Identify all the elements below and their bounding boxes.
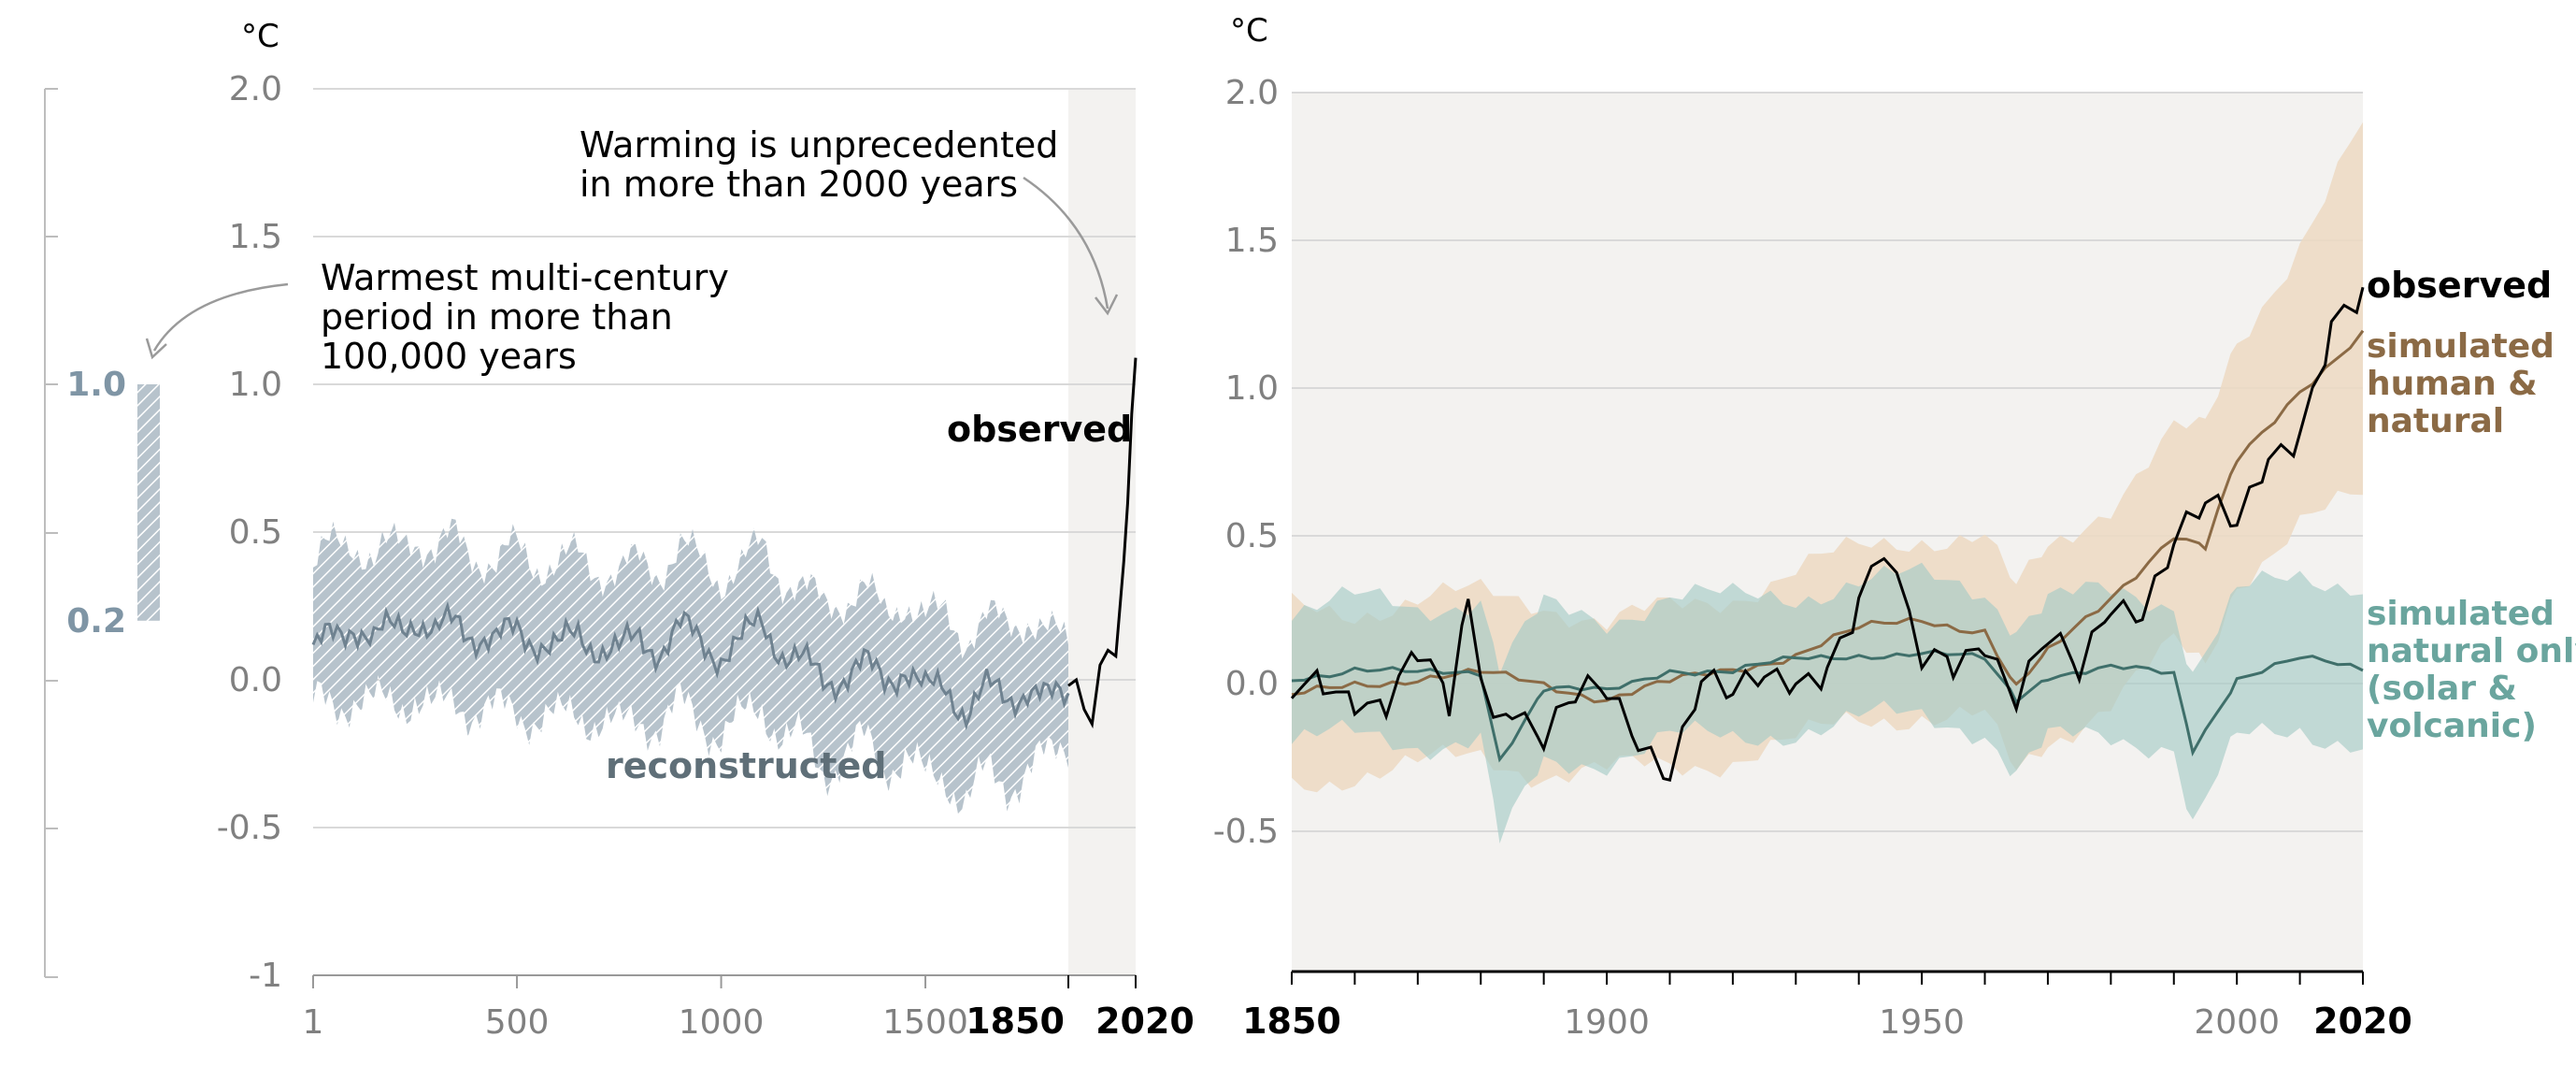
natural-only-uncertainty-band xyxy=(1292,562,2363,843)
annotation-warmest-arrowhead xyxy=(145,338,167,360)
reconstructed-series-line xyxy=(311,600,1070,731)
left-unit-label: °C xyxy=(241,18,279,55)
observed-label-left: observed xyxy=(947,409,1132,450)
left-x-tick-label-bold: 2020 xyxy=(1095,1001,1195,1042)
natural-label-line-2: natural only xyxy=(2367,632,2576,670)
annotation-warmest-arrow xyxy=(152,282,289,352)
annotation-warmest-line-2: period in more than xyxy=(321,296,673,338)
left-panel: 2.01.51.00.50.0-0.5-1 °C 1.0 0.2 1 500 100… xyxy=(44,18,1195,1042)
range-high-label: 1.0 xyxy=(66,366,126,404)
left-x-tick-label: 1 xyxy=(303,1003,324,1042)
right-x-tick-label: 1900 xyxy=(1564,1003,1650,1042)
right-panel: 2.0 1.5 1.0 0.5 0.0 -0.5 °C 1900 1950 2000 1850 2… xyxy=(1213,12,2576,1042)
human-label-line-2: human & xyxy=(2367,365,2538,403)
right-y-tick-label: 0.5 xyxy=(1225,517,1279,555)
right-y-tick-label: 1.0 xyxy=(1225,369,1279,408)
right-y-tick-labels: 2.0 1.5 1.0 0.5 0.0 -0.5 xyxy=(1213,74,1279,851)
observed-label-right: observed xyxy=(2367,265,2552,306)
right-y-tick-label: -0.5 xyxy=(1213,813,1279,851)
left-y-tick-label: 0.5 xyxy=(229,513,282,552)
right-x-tick-label-bold: 1850 xyxy=(1242,1001,1341,1042)
annotation-warmest: Warmest multi-century period in more tha… xyxy=(145,257,729,377)
observed-series-line-left xyxy=(1067,357,1138,729)
natural-label-line-4: volcanic) xyxy=(2367,707,2537,745)
human-label-line-1: simulated xyxy=(2367,327,2555,366)
annotation-unprecedented-arrow xyxy=(1023,176,1109,310)
left-bracket-axis xyxy=(44,88,58,978)
right-y-tick-label: 0.0 xyxy=(1225,665,1279,703)
left-x-tick-label: 1500 xyxy=(882,1003,968,1042)
observed-series-line-right xyxy=(1290,286,2365,783)
range-low-label: 0.2 xyxy=(66,602,126,641)
natural-label-line-1: simulated xyxy=(2367,595,2555,633)
annotation-warmest-line-3: 100,000 years xyxy=(321,336,577,377)
right-y-tick-label: 1.5 xyxy=(1225,222,1279,260)
human-natural-series-line xyxy=(1291,329,2365,704)
left-y-tick-labels: 2.0 1.5 1.0 0.5 0.0 -0.5 -1 xyxy=(217,70,282,995)
left-x-tick-label: 500 xyxy=(485,1003,550,1042)
right-unit-label: °C xyxy=(1230,12,1268,50)
warmest-period-range-bar xyxy=(137,384,160,621)
reconstructed-uncertainty-band xyxy=(313,518,1068,814)
right-x-tick-label-bold: 2020 xyxy=(2313,1001,2412,1042)
left-x-tick-label: 1000 xyxy=(679,1003,765,1042)
natural-only-series-line xyxy=(1291,649,2364,763)
annotation-unprecedented-line-1: Warming is unprecedented xyxy=(580,124,1058,166)
right-x-tick-label: 1950 xyxy=(1879,1003,1965,1042)
human-label-line-3: natural xyxy=(2367,402,2504,440)
left-y-tick-label: -0.5 xyxy=(217,809,282,847)
left-x-tick-label-bold: 1850 xyxy=(966,1001,1065,1042)
left-y-tick-label: -1 xyxy=(249,957,282,995)
annotation-unprecedented: Warming is unprecedented in more than 20… xyxy=(580,124,1119,316)
natural-only-label: simulated natural only (solar & volcanic… xyxy=(2367,595,2576,745)
annotation-warmest-line-1: Warmest multi-century xyxy=(321,257,729,298)
left-y-tick-label: 1.0 xyxy=(229,366,282,404)
reconstructed-label: reconstructed xyxy=(606,745,886,786)
annotation-unprecedented-line-2: in more than 2000 years xyxy=(580,164,1018,205)
left-y-tick-label: 0.0 xyxy=(229,661,282,699)
right-y-tick-label: 2.0 xyxy=(1225,74,1279,112)
human-natural-label: simulated human & natural xyxy=(2367,327,2555,440)
right-x-minor-ticks xyxy=(1291,972,2364,985)
natural-label-line-3: (solar & xyxy=(2367,670,2517,708)
left-y-tick-label: 1.5 xyxy=(229,218,282,256)
annotation-unprecedented-arrowhead xyxy=(1095,294,1119,316)
right-x-tick-labels: 1900 1950 2000 1850 2020 xyxy=(1242,1001,2412,1042)
right-x-tick-label: 2000 xyxy=(2194,1003,2280,1042)
left-y-tick-label: 2.0 xyxy=(229,70,282,108)
